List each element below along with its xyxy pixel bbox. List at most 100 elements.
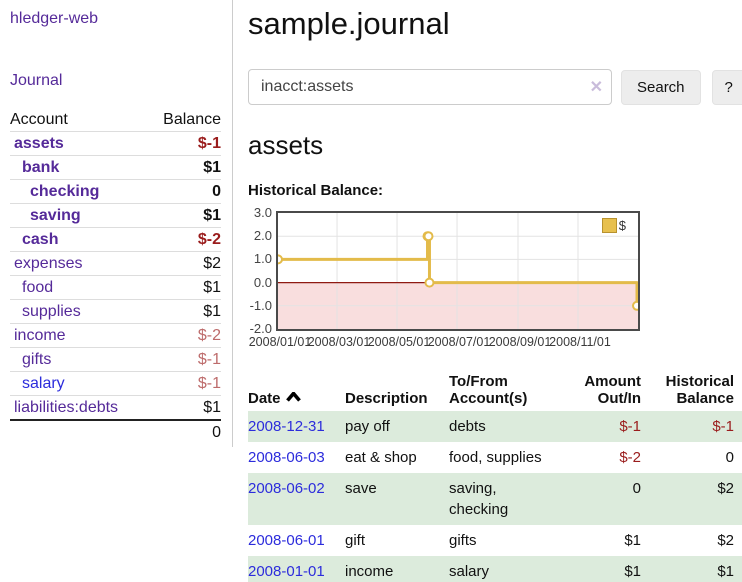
accounts-header-account: Account bbox=[10, 111, 68, 128]
sidebar-account-link[interactable]: liabilities:debts bbox=[14, 399, 119, 416]
transaction-balance: $2 bbox=[717, 532, 734, 549]
sidebar-account-link[interactable]: checking bbox=[30, 183, 100, 200]
transaction-amount: $-2 bbox=[619, 449, 641, 466]
sidebar-account-row: supplies $1 bbox=[10, 299, 221, 323]
sidebar-account-row: cash $-2 bbox=[10, 227, 221, 251]
y-axis-tick-label: 3.0 bbox=[253, 205, 272, 220]
transaction-date-link[interactable]: 2008-01-01 bbox=[248, 563, 325, 580]
register-header-account: To/From Account(s) bbox=[449, 373, 528, 407]
register-row: 2008-06-01 gift gifts $1 $2 bbox=[248, 525, 742, 556]
sidebar-accounts-body: assets $-1 bank $1 checking 0 saving $1 cash $-2 e… bbox=[10, 131, 221, 419]
register-table: Date Description To/From Account(s) Amou… bbox=[248, 370, 742, 582]
sidebar-account-balance: $1 bbox=[203, 159, 221, 176]
register-row: 2008-12-31 pay off debts $-1 $-1 bbox=[248, 411, 742, 442]
transaction-amount: $1 bbox=[564, 556, 649, 582]
transaction-accounts: food, supplies bbox=[449, 449, 542, 466]
y-axis-tick-label: 1.0 bbox=[253, 251, 272, 267]
y-axis-tick-label: 2.0 bbox=[253, 228, 272, 244]
sidebar-account-row: income $-2 bbox=[10, 323, 221, 347]
sidebar: hledger-web Journal Account Balance asse… bbox=[0, 0, 233, 447]
sidebar-account-row: assets $-1 bbox=[10, 131, 221, 155]
transaction-accounts: salary bbox=[449, 556, 564, 582]
clear-search-icon[interactable]: ✕ bbox=[589, 79, 603, 96]
search-input[interactable] bbox=[248, 69, 612, 105]
page-title: sample.journal bbox=[248, 6, 450, 41]
sidebar-item-journal[interactable]: Journal bbox=[10, 72, 63, 89]
transaction-balance: $2 bbox=[649, 473, 742, 525]
sidebar-account-balance: $-2 bbox=[197, 231, 221, 248]
sidebar-account-link[interactable]: supplies bbox=[22, 303, 81, 320]
sidebar-account-link[interactable]: gifts bbox=[22, 351, 52, 368]
search-box: ✕ bbox=[248, 69, 612, 105]
transaction-description: income bbox=[345, 556, 449, 582]
sort-ascending-icon bbox=[285, 392, 301, 402]
register-header-balance: Historical Balance bbox=[665, 373, 734, 407]
transaction-description: gift bbox=[345, 532, 366, 549]
register-row: 2008-01-01 income salary $1 $1 bbox=[248, 556, 742, 582]
sidebar-account-row: salary $-1 bbox=[10, 371, 221, 395]
transaction-amount: $1 bbox=[624, 532, 641, 549]
main-content: sample.journal ✕ Search ? assets Histori… bbox=[233, 0, 742, 582]
transaction-amount: 0 bbox=[564, 473, 649, 525]
sidebar-account-balance: $-2 bbox=[197, 327, 221, 344]
sidebar-account-link[interactable]: saving bbox=[30, 207, 81, 224]
y-axis-tick-label: 0.0 bbox=[253, 274, 272, 290]
transaction-accounts: debts bbox=[449, 411, 564, 442]
accounts-total: 0 bbox=[10, 419, 221, 445]
help-button[interactable]: ? bbox=[711, 69, 742, 105]
historical-balance-chart: 3.0 2.0 1.0 0.0 -1.0 -2.0 $ 2008/01/01 2008/03… bbox=[248, 205, 742, 353]
sidebar-account-balance: $2 bbox=[203, 255, 221, 272]
chart-legend: $ bbox=[601, 218, 626, 233]
sidebar-account-link[interactable]: assets bbox=[14, 135, 64, 152]
x-axis-tick-label: 2008/11/01 bbox=[549, 335, 611, 349]
register-row: 2008-06-03 eat & shop food, supplies $-2 0 bbox=[248, 442, 742, 473]
transaction-date-link[interactable]: 2008-06-02 bbox=[248, 480, 325, 497]
transaction-date-link[interactable]: 2008-12-31 bbox=[248, 418, 325, 435]
sidebar-account-row: saving $1 bbox=[10, 203, 221, 227]
sidebar-account-row: liabilities:debts $1 bbox=[10, 395, 221, 419]
register-header-description: Description bbox=[345, 390, 428, 407]
brand-link[interactable]: hledger-web bbox=[10, 10, 99, 27]
sidebar-account-row: expenses $2 bbox=[10, 251, 221, 275]
search-bar: ✕ Search ? bbox=[248, 69, 742, 105]
y-axis-tick-label: -2.0 bbox=[249, 321, 272, 336]
transaction-accounts: gifts bbox=[449, 532, 477, 549]
register-header-row: Date Description To/From Account(s) Amou… bbox=[248, 370, 742, 411]
chart-svg bbox=[278, 213, 638, 329]
transaction-date-link[interactable]: 2008-06-03 bbox=[248, 449, 325, 466]
sidebar-account-link[interactable]: salary bbox=[22, 375, 65, 392]
register-table-body: 2008-12-31 pay off debts $-1 $-1 2008-06-03 ea… bbox=[248, 411, 742, 582]
accounts-header-balance: Balance bbox=[163, 111, 221, 128]
x-axis-tick-label: 2008/01/01 bbox=[248, 335, 312, 349]
chart-title: Historical Balance: bbox=[248, 182, 384, 199]
transaction-description: pay off bbox=[345, 411, 449, 442]
sidebar-account-row: gifts $-1 bbox=[10, 347, 221, 371]
x-axis-tick-label: 2008/09/01 bbox=[488, 335, 552, 349]
sidebar-account-link[interactable]: cash bbox=[22, 231, 59, 248]
x-axis-tick-label: 2008/03/01 bbox=[307, 335, 371, 349]
search-button[interactable]: Search bbox=[621, 69, 701, 105]
sidebar-account-row: bank $1 bbox=[10, 155, 221, 179]
transaction-description: eat & shop bbox=[345, 449, 417, 466]
transaction-balance: 0 bbox=[725, 449, 734, 466]
x-axis-tick-label: 2008/05/01 bbox=[367, 335, 431, 349]
accounts-table-header: Account Balance bbox=[10, 108, 221, 131]
sidebar-account-balance: $-1 bbox=[197, 375, 221, 392]
sidebar-account-balance: $1 bbox=[203, 207, 221, 224]
sidebar-account-link[interactable]: income bbox=[14, 327, 66, 344]
sidebar-account-row: checking 0 bbox=[10, 179, 221, 203]
transaction-date-link[interactable]: 2008-06-01 bbox=[248, 532, 325, 549]
sidebar-account-row: food $1 bbox=[10, 275, 221, 299]
y-axis-tick-label: -1.0 bbox=[249, 297, 272, 313]
register-header-date[interactable]: Date bbox=[248, 370, 345, 411]
legend-swatch-icon bbox=[601, 218, 617, 233]
sidebar-account-link[interactable]: food bbox=[22, 279, 54, 296]
account-heading: assets bbox=[248, 130, 324, 160]
chart-plot-area: $ bbox=[276, 211, 640, 331]
sidebar-account-link[interactable]: expenses bbox=[14, 255, 83, 272]
sidebar-account-balance: $-1 bbox=[197, 351, 221, 368]
sidebar-account-link[interactable]: bank bbox=[22, 159, 60, 176]
sidebar-account-balance: 0 bbox=[212, 183, 221, 200]
accounts-table: Account Balance assets $-1 bank $1 checking 0… bbox=[10, 108, 221, 445]
